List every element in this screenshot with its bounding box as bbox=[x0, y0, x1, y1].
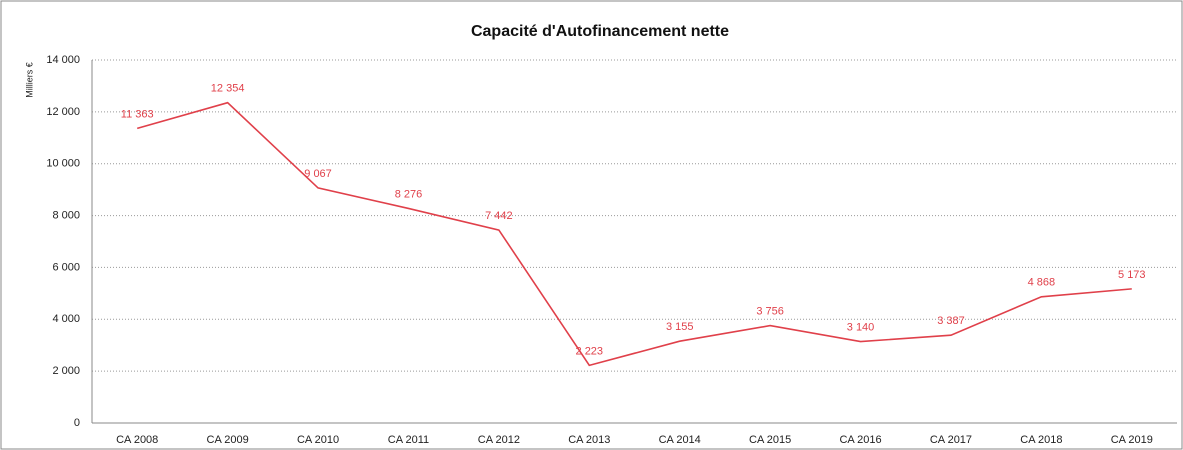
data-label: 3 756 bbox=[756, 306, 784, 318]
data-label: 9 067 bbox=[304, 168, 332, 180]
x-tick-label: CA 2011 bbox=[388, 434, 429, 446]
x-tick-label: CA 2008 bbox=[116, 434, 158, 446]
y-tick-label: 2 000 bbox=[52, 365, 80, 377]
y-tick-label: 8 000 bbox=[52, 209, 80, 221]
y-tick-label: 10 000 bbox=[46, 158, 80, 170]
chart-title: Capacité d'Autofinancement nette bbox=[471, 23, 729, 40]
y-tick-label: 0 bbox=[74, 417, 80, 429]
x-tick-label: CA 2016 bbox=[839, 434, 881, 446]
x-tick-label: CA 2019 bbox=[1111, 434, 1153, 446]
x-tick-label: CA 2010 bbox=[297, 434, 339, 446]
data-label: 11 363 bbox=[121, 108, 154, 120]
x-tick-label: CA 2018 bbox=[1020, 434, 1062, 446]
data-label: 8 276 bbox=[395, 188, 423, 200]
x-tick-label: CA 2015 bbox=[749, 434, 791, 446]
data-label: 3 155 bbox=[666, 321, 694, 333]
data-label: 2 223 bbox=[576, 345, 604, 357]
y-tick-label: 6 000 bbox=[52, 261, 80, 273]
x-tick-label: CA 2012 bbox=[478, 434, 520, 446]
data-label: 5 173 bbox=[1118, 269, 1146, 281]
x-tick-label: CA 2017 bbox=[930, 434, 972, 446]
line bbox=[136, 101, 1132, 367]
y-tick-label: 4 000 bbox=[52, 313, 80, 325]
data-label: 3 387 bbox=[937, 315, 965, 327]
y-axis-label: Milliers € bbox=[24, 62, 34, 98]
x-tick-label: CA 2009 bbox=[207, 434, 249, 446]
y-tick-label: 14 000 bbox=[46, 54, 80, 66]
data-label: 3 140 bbox=[847, 321, 875, 333]
y-tick-label: 12 000 bbox=[46, 106, 80, 118]
x-tick-label: CA 2014 bbox=[659, 434, 701, 446]
data-label: 12 354 bbox=[211, 83, 245, 95]
data-label: 4 868 bbox=[1028, 277, 1056, 289]
x-tick-label: CA 2013 bbox=[568, 434, 610, 446]
data-label: 7 442 bbox=[485, 210, 513, 222]
